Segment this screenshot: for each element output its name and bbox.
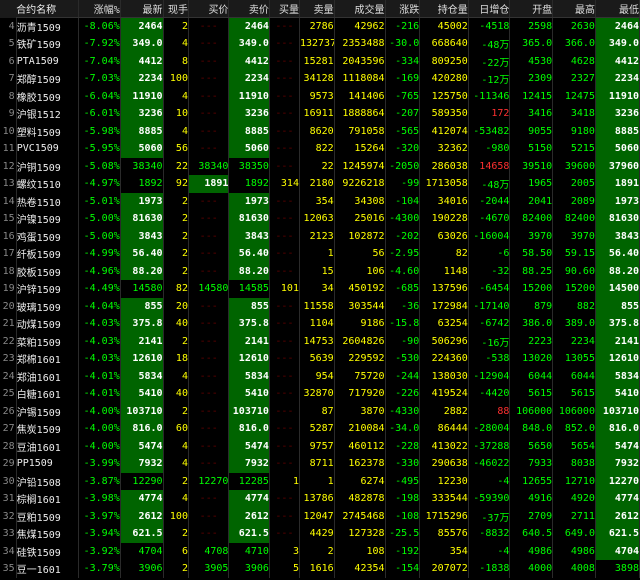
col-ask[interactable]: 卖价	[229, 0, 269, 18]
table-row[interactable]: 20玻璃1509-4.04%85520---855---11558303544-…	[0, 298, 640, 316]
col-bv[interactable]: 买量	[269, 0, 299, 18]
table-row[interactable]: 11PVC1509-5.95%506056---5060---82215264-…	[0, 140, 640, 158]
table-row[interactable]: 34硅铁1509-3.92%470464708471032108-192354-…	[0, 543, 640, 561]
col-updn[interactable]: 涨跌	[385, 0, 420, 18]
table-row[interactable]: 26沪锡1509-4.00%1037102---103710---873870-…	[0, 403, 640, 421]
table-row[interactable]: 23郑棉1601-4.03%1261018---12610---56392295…	[0, 350, 640, 368]
col-bid[interactable]: 买价	[188, 0, 228, 18]
table-row[interactable]: 14热卷1510-5.01%19732---1973---35434308-10…	[0, 193, 640, 211]
table-row[interactable]: 30沪铅1508-3.87%1229021227012285116274-495…	[0, 473, 640, 491]
col-sv[interactable]: 卖量	[299, 0, 334, 18]
col-chg[interactable]: 涨幅%	[79, 0, 121, 18]
table-row[interactable]: 35豆一1601-3.79%39062390539065161642354-15…	[0, 560, 640, 578]
table-row[interactable]: 12沪铜1509-5.08%38340223834038350---221245…	[0, 158, 640, 176]
table-row[interactable]: 5铁矿1509-7.92%349.04---349.0---1327372353…	[0, 35, 640, 53]
table-row[interactable]: 8橡胶1509-6.04%119104---11910---9573141406…	[0, 88, 640, 106]
table-row[interactable]: 13螺纹1510-4.97%18929218911892314218092262…	[0, 175, 640, 193]
table-row[interactable]: 31棕榈1601-3.98%47744---4774---13786482878…	[0, 490, 640, 508]
table-row[interactable]: 10塑料1509-5.98%88854---8885---8620791058-…	[0, 123, 640, 141]
table-row[interactable]: 9沪银1512-6.01%323610---3236---16911188886…	[0, 105, 640, 123]
table-row[interactable]: 16鸡蛋1509-5.00%38432---3843---2123102872-…	[0, 228, 640, 246]
futures-table: 合约名称 涨幅% 最新 现手 买价 卖价 买量 卖量 成交量 涨跌 持仓量 日增…	[0, 0, 640, 578]
table-head: 合约名称 涨幅% 最新 现手 买价 卖价 买量 卖量 成交量 涨跌 持仓量 日增…	[0, 0, 640, 18]
table-row[interactable]: 15沪镍1509-5.00%816302---81630---120632501…	[0, 210, 640, 228]
col-hand[interactable]: 现手	[163, 0, 188, 18]
table-row[interactable]: 24郑油1601-4.01%58344---5834---95475720-24…	[0, 368, 640, 386]
col-doi[interactable]: 日增仓	[468, 0, 510, 18]
col-last[interactable]: 最新	[120, 0, 163, 18]
col-oi[interactable]: 持仓量	[420, 0, 469, 18]
table-body: 4沥青1509-8.06%24642---2464---278642962-21…	[0, 18, 640, 578]
table-row[interactable]: 21动煤1509-4.03%375.840---375.8---11049186…	[0, 315, 640, 333]
table-row[interactable]: 25白糖1601-4.01%541040---5410---3287071792…	[0, 385, 640, 403]
table-row[interactable]: 19沪锌1509-4.49%14580821458014585101344501…	[0, 280, 640, 298]
table-row[interactable]: 17纤板1509-4.99%56.402---56.40---156-2.958…	[0, 245, 640, 263]
table-row[interactable]: 27焦炭1509-4.00%816.060---816.0---52872100…	[0, 420, 640, 438]
table-row[interactable]: 18胶板1509-4.96%88.202---88.20---15106-4.6…	[0, 263, 640, 281]
col-low[interactable]: 最低	[595, 0, 639, 18]
table-row[interactable]: 28豆油1601-4.00%54744---5474---9757460112-…	[0, 438, 640, 456]
col-open[interactable]: 开盘	[510, 0, 553, 18]
table-row[interactable]: 33焦煤1509-3.94%621.52---621.5---442912732…	[0, 525, 640, 543]
table-row[interactable]: 6PTA1509-7.04%44128---4412---15281204359…	[0, 53, 640, 71]
table-row[interactable]: 29PP1509-3.99%79324---7932---8711162378-…	[0, 455, 640, 473]
col-high[interactable]: 最高	[553, 0, 596, 18]
table-row[interactable]: 32豆粕1509-3.97%2612100---2612---120472745…	[0, 508, 640, 526]
table-row[interactable]: 7郑醇1509-7.03%2234100---2234---3412811180…	[0, 70, 640, 88]
table-row[interactable]: 22菜粕1509-4.03%21412---2141---14753260482…	[0, 333, 640, 351]
table-row[interactable]: 4沥青1509-8.06%24642---2464---278642962-21…	[0, 18, 640, 36]
col-vol[interactable]: 成交量	[334, 0, 385, 18]
col-name[interactable]: 合约名称	[16, 0, 78, 18]
